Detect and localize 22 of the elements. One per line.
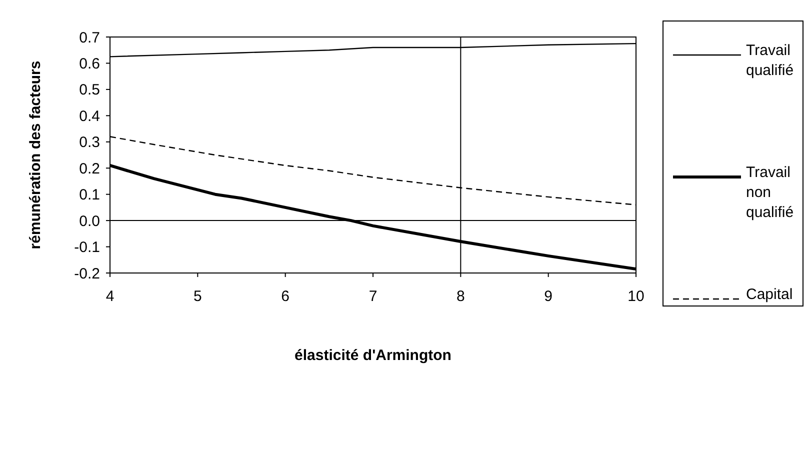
x-tick-label: 10 — [628, 288, 644, 305]
x-tick-label: 9 — [544, 288, 553, 305]
y-tick-label: 0.3 — [79, 134, 100, 152]
x-tick-label: 4 — [106, 288, 114, 305]
x-tick-label: 8 — [456, 288, 465, 305]
legend-label: Travail non qualifié — [746, 164, 794, 221]
y-tick-label: 0.1 — [79, 186, 100, 204]
y-tick-label: 0.2 — [79, 160, 100, 178]
y-tick-label: -0.1 — [74, 239, 100, 256]
y-tick-label: 0.6 — [79, 55, 100, 72]
y-axis-title: rémunération des facteurs — [27, 60, 44, 250]
y-tick-label: 0.7 — [79, 29, 100, 46]
y-tick-label: 0.5 — [79, 82, 100, 99]
y-tick-label: 0.4 — [79, 108, 100, 125]
x-tick-label: 6 — [281, 288, 290, 305]
y-tick-label: 0.0 — [79, 212, 100, 230]
x-axis-title: élasticité d'Armington — [294, 347, 452, 364]
y-tick-label: -0.2 — [74, 265, 100, 282]
legend-label: Capital — [746, 286, 793, 303]
legend-label: Travail qualifié — [746, 42, 794, 79]
x-tick-label: 5 — [193, 288, 202, 305]
x-tick-label: 7 — [368, 288, 378, 305]
